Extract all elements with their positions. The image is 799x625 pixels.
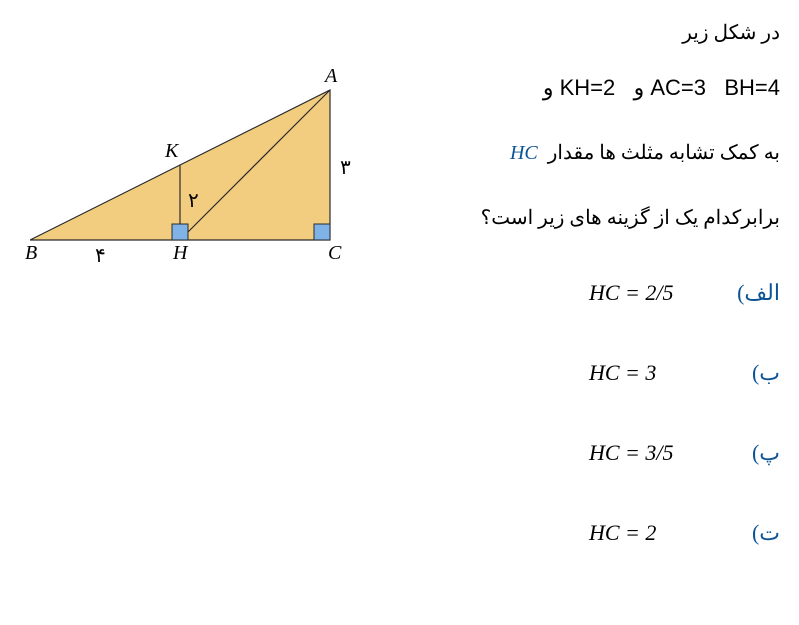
givens-line: و KH=2 و AC=3 BH=4 (543, 75, 780, 101)
given-kh: KH=2 (560, 75, 616, 100)
sep-1: و (543, 75, 554, 100)
triangle-svg (30, 60, 370, 270)
label-h: H (173, 242, 187, 265)
intro-text: در شکل زیر (682, 20, 780, 45)
option-c: HC = 3/5 پ) (589, 440, 780, 466)
option-b-label: ب) (720, 360, 780, 386)
given-bh: BH=4 (724, 75, 780, 100)
option-a-math: HC = 2/5 (589, 280, 709, 306)
sep-2: و (634, 75, 645, 100)
right-angle-h (172, 224, 188, 240)
question-line2: به کمک تشابه مثلث ها مقدار HC (510, 140, 780, 165)
label-c: C (328, 242, 341, 265)
option-d-label: ت) (720, 520, 780, 546)
q2-pre: به کمک تشابه مثلث ها مقدار (548, 142, 780, 164)
option-b-math: HC = 3 (589, 360, 709, 386)
right-angle-c (314, 224, 330, 240)
triangle-figure: A K B H C ۴ ۲ ۳ (30, 60, 370, 270)
label-ac-len: ۳ (340, 155, 351, 180)
q2-var: HC (510, 142, 538, 164)
label-kh-len: ۲ (188, 188, 199, 213)
label-a: A (325, 65, 337, 88)
label-b: B (25, 242, 37, 265)
option-a-label: الف) (720, 280, 780, 306)
label-k: K (165, 140, 178, 163)
page-root: در شکل زیر و KH=2 و AC=3 BH=4 به کمک تشا… (20, 20, 780, 600)
question-line3: برابرکدام یک از گزینه های زیر است؟ (481, 205, 780, 230)
given-ac: AC=3 (650, 75, 706, 100)
option-b: HC = 3 ب) (589, 360, 780, 386)
option-d-math: HC = 2 (589, 520, 709, 546)
option-c-label: پ) (720, 440, 780, 466)
option-c-math: HC = 3/5 (589, 440, 709, 466)
option-d: HC = 2 ت) (589, 520, 780, 546)
option-a: HC = 2/5 الف) (589, 280, 780, 306)
label-bh-len: ۴ (95, 243, 106, 268)
